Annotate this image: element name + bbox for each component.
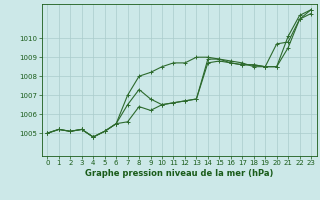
X-axis label: Graphe pression niveau de la mer (hPa): Graphe pression niveau de la mer (hPa) [85, 169, 273, 178]
